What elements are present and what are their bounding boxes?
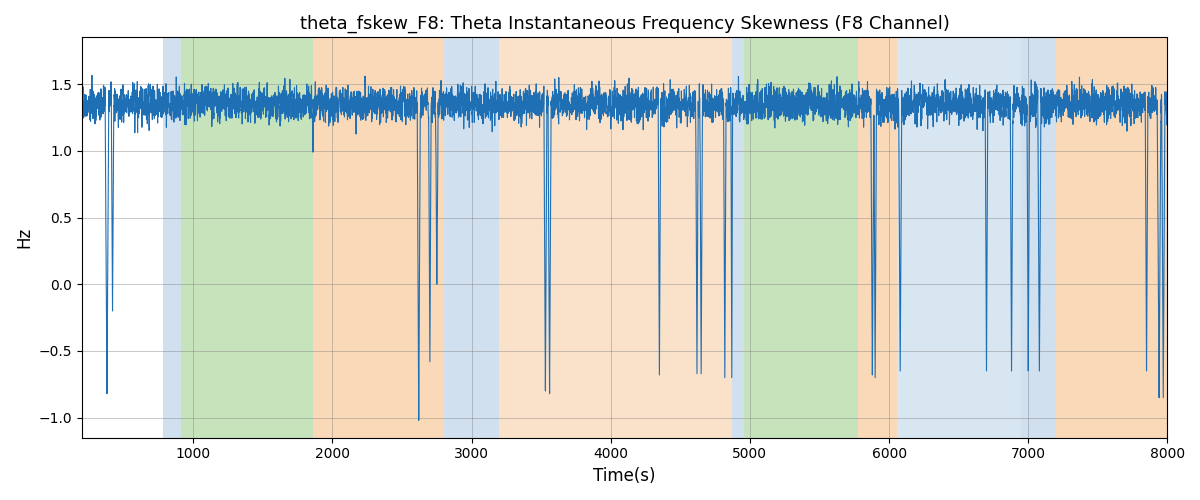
Bar: [1021, 38, 1056, 438]
Bar: [732, 38, 744, 438]
Bar: [163, 38, 181, 438]
Bar: [674, 38, 732, 438]
Bar: [313, 38, 444, 438]
Bar: [499, 38, 674, 438]
Bar: [744, 38, 858, 438]
Title: theta_fskew_F8: Theta Instantaneous Frequency Skewness (F8 Channel): theta_fskew_F8: Theta Instantaneous Freq…: [300, 15, 949, 34]
Y-axis label: Hz: Hz: [14, 227, 32, 248]
X-axis label: Time(s): Time(s): [594, 467, 656, 485]
Bar: [444, 38, 499, 438]
Bar: [858, 38, 898, 438]
Bar: [898, 38, 1021, 438]
Bar: [181, 38, 313, 438]
Bar: [1056, 38, 1168, 438]
